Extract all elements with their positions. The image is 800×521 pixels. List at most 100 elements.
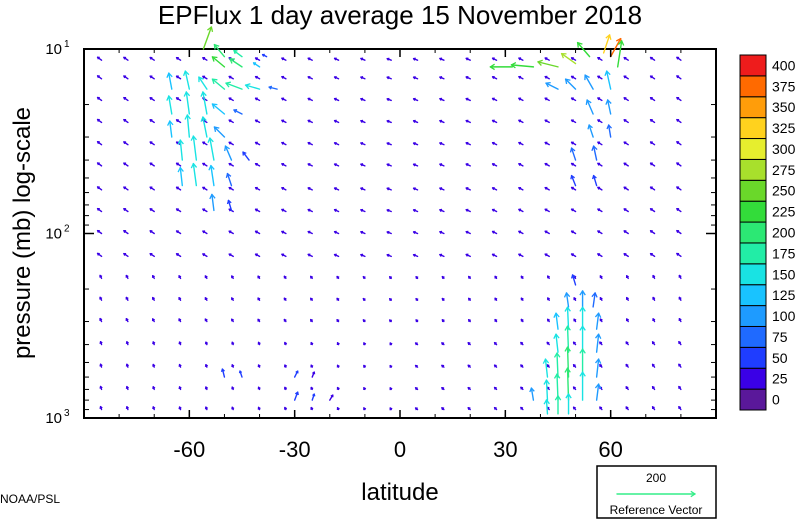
- background-arrow: [570, 162, 577, 167]
- background-arrow: [625, 318, 630, 323]
- background-arrow: [389, 319, 393, 323]
- background-arrow: [360, 57, 366, 61]
- background-arrow: [281, 97, 287, 102]
- background-arrow: [123, 186, 129, 191]
- flux-arrow: [252, 62, 261, 68]
- background-arrow: [491, 119, 498, 124]
- background-arrow: [520, 275, 524, 280]
- flux-arrow: [293, 370, 299, 378]
- flux-arrow: [202, 26, 214, 50]
- background-arrow: [228, 97, 234, 102]
- background-arrow: [546, 341, 550, 346]
- background-arrow: [149, 208, 155, 213]
- background-arrow: [676, 56, 682, 61]
- background-arrow: [149, 252, 155, 258]
- background-arrow: [520, 318, 524, 323]
- background-arrow: [96, 252, 103, 258]
- background-arrow: [412, 97, 419, 102]
- colorbar-label: 275: [772, 162, 796, 178]
- background-arrow: [493, 364, 498, 368]
- background-arrow: [257, 275, 261, 280]
- background-arrow: [123, 162, 129, 167]
- colorbar-swatch: [739, 305, 767, 327]
- background-arrow: [333, 57, 340, 61]
- background-arrow: [386, 76, 392, 80]
- background-arrow: [597, 119, 603, 124]
- flux-arrow: [579, 306, 586, 330]
- background-arrow: [412, 163, 419, 167]
- background-arrow: [544, 119, 550, 124]
- flux-arrow: [585, 99, 594, 115]
- flux-arrow: [268, 85, 278, 90]
- flux-arrow: [579, 325, 586, 353]
- background-arrow: [678, 296, 682, 301]
- flux-arrow: [587, 124, 594, 138]
- background-arrow: [360, 76, 366, 80]
- flux-arrow: [605, 99, 612, 115]
- background-arrow: [281, 57, 287, 61]
- background-arrow: [573, 318, 577, 323]
- background-arrow: [231, 275, 234, 280]
- background-arrow: [178, 275, 182, 280]
- background-arrow: [178, 363, 182, 368]
- background-arrow: [518, 97, 524, 102]
- background-arrow: [623, 230, 629, 235]
- flux-arrow: [211, 103, 226, 115]
- background-arrow: [310, 297, 314, 301]
- background-arrow: [257, 364, 261, 368]
- background-arrow: [175, 253, 182, 258]
- background-arrow: [307, 163, 313, 167]
- background-arrow: [544, 141, 550, 146]
- background-arrow: [96, 207, 103, 213]
- background-arrow: [439, 141, 445, 146]
- background-arrow: [228, 75, 234, 80]
- background-arrow: [123, 56, 129, 61]
- background-arrow: [123, 230, 129, 235]
- colorbar-label: 250: [772, 183, 796, 199]
- flux-arrow: [209, 193, 216, 212]
- background-arrow: [151, 318, 155, 323]
- flux-arrow: [554, 395, 562, 415]
- background-arrow: [649, 141, 656, 146]
- flux-arrow: [570, 174, 577, 187]
- colorbar: 0 25 50 75 100 125 150 175 200 225 250 275 300 325 350…: [739, 54, 796, 411]
- background-arrow: [520, 386, 524, 391]
- background-arrow: [520, 341, 524, 346]
- background-arrow: [468, 318, 472, 323]
- background-arrow: [599, 275, 603, 280]
- flux-arrow: [606, 124, 612, 138]
- background-arrow: [599, 318, 603, 323]
- background-arrow: [362, 275, 366, 280]
- background-arrow: [389, 276, 393, 280]
- background-arrow: [257, 386, 261, 391]
- background-arrow: [494, 318, 498, 323]
- background-arrow: [652, 274, 656, 280]
- background-arrow: [465, 230, 471, 235]
- background-arrow: [678, 363, 682, 368]
- background-arrow: [468, 297, 472, 301]
- background-arrow: [544, 208, 550, 213]
- background-arrow: [307, 208, 313, 213]
- background-arrow: [149, 97, 155, 102]
- background-arrow: [283, 364, 288, 368]
- flux-arrow: [542, 358, 550, 378]
- background-arrow: [412, 119, 419, 124]
- flux-arrow: [182, 70, 191, 90]
- background-arrow: [175, 75, 182, 80]
- background-arrow: [439, 163, 445, 167]
- flux-arrow: [591, 145, 598, 161]
- reference-vector-frame: [596, 465, 717, 519]
- flux-arrow: [489, 63, 514, 71]
- background-arrow: [363, 364, 367, 368]
- background-arrow: [386, 187, 392, 191]
- background-arrow: [336, 386, 340, 391]
- x-tick-label: 30: [493, 437, 517, 462]
- background-arrow: [175, 97, 182, 102]
- background-arrow: [204, 275, 208, 280]
- background-arrow: [363, 387, 367, 391]
- background-arrow: [599, 363, 603, 368]
- background-arrow: [307, 119, 313, 124]
- reference-vector-label: Reference Vector: [610, 503, 703, 517]
- background-arrow: [491, 163, 498, 167]
